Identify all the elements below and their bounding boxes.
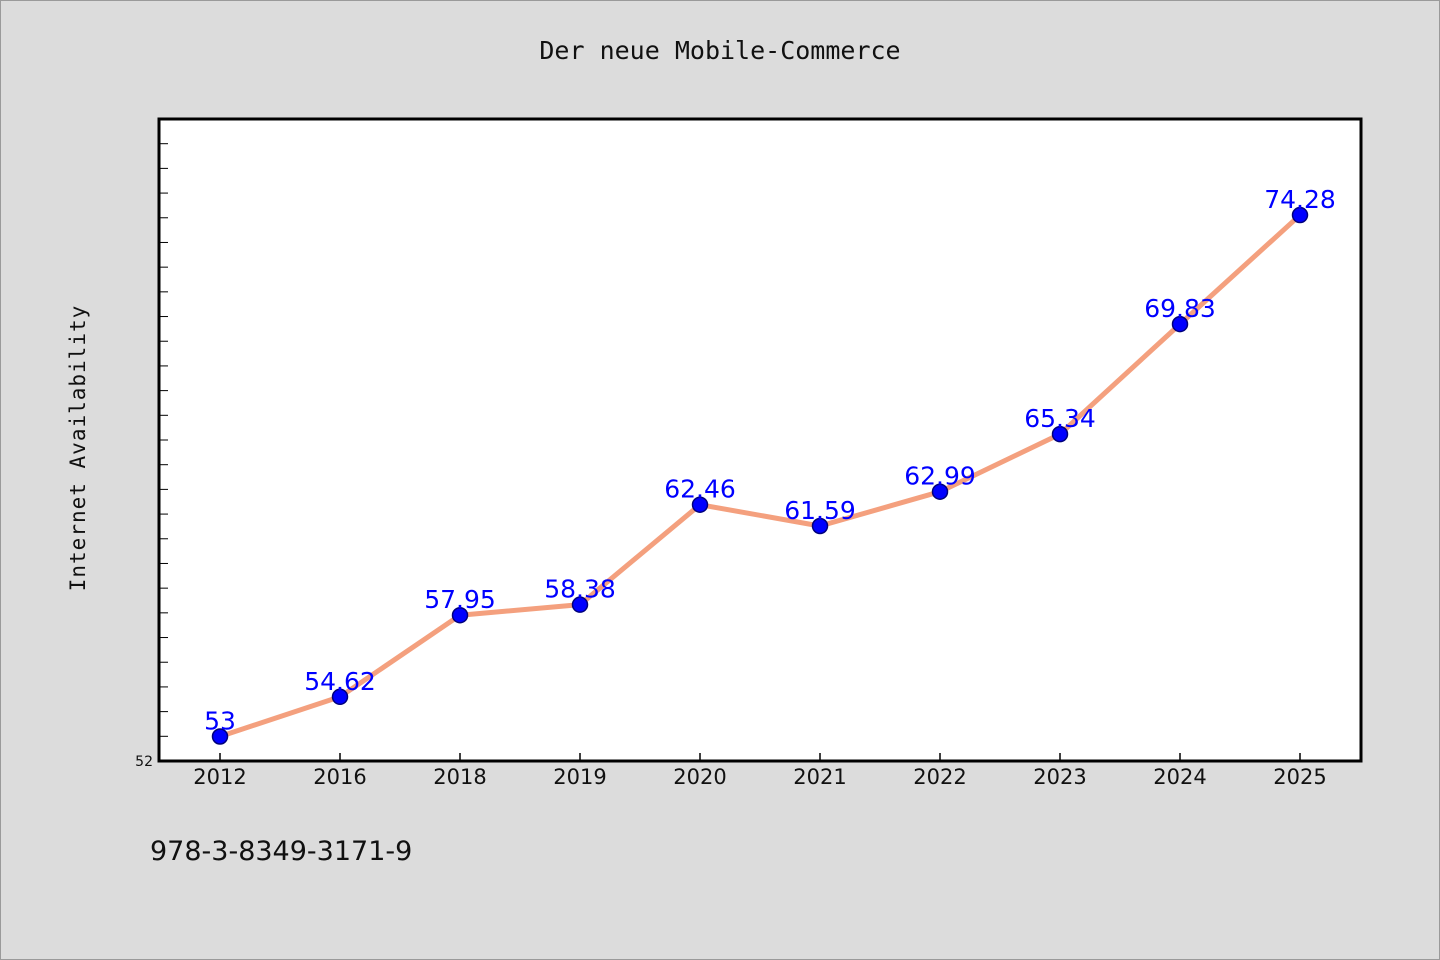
data-point — [451, 606, 469, 624]
data-label: 74.28 — [1264, 185, 1336, 214]
data-point — [211, 728, 229, 745]
data-label: 57.95 — [424, 585, 496, 614]
data-point — [1171, 315, 1189, 333]
x-tick-label: 2018 — [433, 765, 486, 789]
data-label: 69.83 — [1144, 294, 1216, 323]
data-point — [1051, 425, 1069, 443]
x-tick-label: 2016 — [313, 765, 366, 789]
y-axis-ticks: 52 — [135, 143, 168, 770]
chart-title: Der neue Mobile-Commerce — [539, 36, 901, 65]
data-points — [211, 206, 1309, 745]
isbn-text: 978-3-8349-3171-9 — [150, 836, 413, 867]
plot-area — [157, 117, 1363, 763]
x-tick-label: 2021 — [793, 765, 846, 789]
data-point — [811, 517, 829, 535]
data-label: 62.46 — [664, 475, 736, 504]
data-label: 58.38 — [544, 575, 616, 604]
x-tick-label: 2020 — [673, 765, 726, 789]
data-labels: 53 54.62 57.95 58.38 62.46 61.59 62.99 65.34 69.… — [204, 185, 1336, 735]
series-line — [219, 213, 1302, 739]
data-point — [331, 688, 349, 706]
data-label: 62.99 — [904, 462, 976, 491]
data-label: 61.59 — [784, 496, 856, 525]
x-tick-label: 2024 — [1153, 765, 1206, 789]
data-point — [1291, 206, 1309, 224]
data-label: 54.62 — [304, 667, 376, 696]
data-label: 65.34 — [1024, 404, 1096, 433]
y-tick-label: 52 — [135, 754, 153, 770]
data-point — [931, 483, 949, 500]
x-tick-label: 2023 — [1033, 765, 1086, 789]
data-point — [571, 596, 589, 613]
data-label: 53 — [204, 706, 236, 735]
x-axis-ticks: 2012 2016 2018 2019 2020 2021 2022 2023 2024 2025 — [193, 753, 1327, 789]
x-tick-label: 2022 — [913, 765, 966, 789]
x-tick-label: 2025 — [1273, 765, 1326, 789]
x-tick-label: 2019 — [553, 765, 606, 789]
data-point — [691, 496, 709, 513]
x-tick-label: 2012 — [193, 765, 246, 789]
